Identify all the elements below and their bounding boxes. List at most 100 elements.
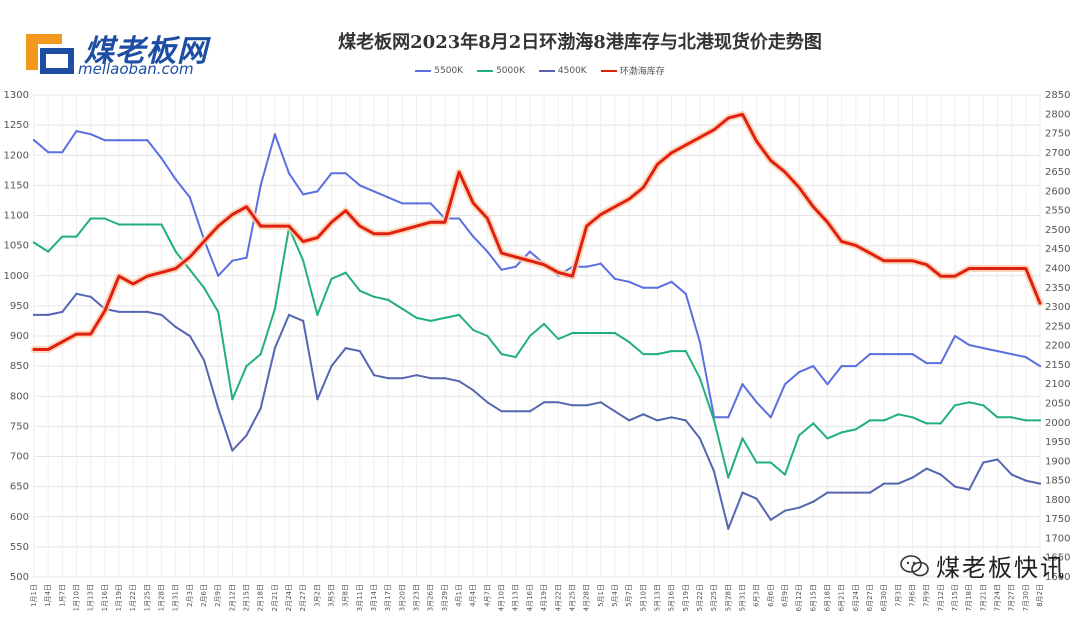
data-point-1-37: [557, 337, 560, 341]
data-point-1-64: [939, 422, 943, 425]
data-point-1-22: [344, 271, 347, 274]
data-point-2-40: [599, 401, 602, 404]
right-axis-tick-label: 2100: [1045, 379, 1070, 390]
data-point-1-65: [953, 404, 957, 407]
data-point-1-32: [486, 334, 489, 338]
data-point-3-36: [542, 263, 546, 266]
data-point-1-6: [117, 223, 121, 226]
data-point-2-13: [216, 407, 220, 410]
legend-item-4500k[interactable]: 4500K: [538, 64, 587, 77]
x-axis-tick-label: 5月1日: [597, 584, 605, 607]
data-point-3-44: [656, 163, 659, 166]
data-point-1-62: [911, 416, 914, 419]
x-axis-tick-label: 1月19日: [115, 584, 123, 611]
data-point-2-45: [670, 416, 673, 419]
left-axis-tick-label: 850: [10, 361, 29, 372]
data-point-0-25: [387, 196, 390, 199]
data-point-3-60: [882, 259, 886, 263]
right-axis-tick-label: 1900: [1045, 456, 1070, 467]
data-point-1-31: [472, 328, 475, 332]
legend-item-inventory[interactable]: 环渤海库存: [600, 64, 665, 77]
wechat-watermark: 煤老板快讯: [900, 548, 1066, 583]
data-point-2-58: [854, 491, 858, 494]
x-axis-tick-label: 2月6日: [200, 584, 208, 607]
x-axis-tick-label: 1月31日: [172, 584, 180, 611]
data-point-3-13: [216, 224, 220, 228]
data-point-2-25: [387, 376, 390, 380]
data-point-2-64: [939, 473, 943, 476]
data-point-2-14: [231, 449, 234, 452]
data-point-3-16: [259, 224, 262, 228]
x-axis-tick-label: 5月22日: [696, 584, 704, 611]
data-point-0-47: [698, 340, 702, 344]
data-point-3-68: [996, 267, 999, 270]
x-axis-tick-label: 4月16日: [526, 584, 534, 611]
right-axis-tick-label: 2450: [1045, 244, 1070, 255]
data-point-2-46: [684, 419, 687, 422]
data-point-1-63: [925, 422, 928, 425]
data-point-0-50: [741, 383, 744, 386]
data-point-1-45: [670, 349, 673, 353]
data-point-2-42: [627, 419, 631, 422]
data-point-2-16: [259, 407, 262, 410]
legend-item-5000k[interactable]: 5000K: [477, 64, 525, 77]
x-axis-tick-label: 7月30日: [1022, 584, 1030, 611]
data-point-3-53: [783, 170, 787, 174]
data-point-1-15: [245, 364, 248, 368]
x-axis-tick-label: 2月12日: [228, 584, 236, 611]
data-point-3-4: [89, 332, 92, 336]
x-axis-tick-label: 4月25日: [568, 584, 576, 611]
data-point-2-31: [472, 389, 475, 392]
data-point-3-5: [103, 309, 107, 313]
data-point-0-66: [967, 343, 971, 347]
data-point-1-33: [500, 352, 503, 356]
data-point-0-10: [174, 178, 177, 181]
data-point-1-17: [273, 307, 277, 311]
data-point-0-49: [727, 416, 730, 419]
x-axis-tick-label: 1月22日: [129, 584, 137, 611]
legend-label-5500k: 5500K: [434, 65, 464, 76]
x-axis-tick-label: 7月9日: [923, 584, 931, 607]
x-axis-tick-label: 7月24日: [993, 584, 1001, 611]
x-axis-tick-label: 4月1日: [455, 584, 463, 607]
series-line-glow-3: [30, 110, 1044, 353]
right-axis-tick-label: 2400: [1045, 264, 1070, 275]
data-point-2-20: [316, 398, 319, 401]
data-point-3-25: [387, 232, 390, 236]
data-point-3-54: [797, 186, 801, 189]
data-point-1-71: [1038, 419, 1042, 422]
data-point-0-0: [32, 138, 36, 142]
data-point-0-31: [472, 235, 475, 238]
data-point-3-3: [75, 332, 78, 336]
data-point-2-51: [755, 497, 758, 500]
data-point-3-24: [372, 232, 376, 236]
left-axis-tick-label: 1200: [4, 150, 29, 161]
data-point-1-55: [812, 422, 815, 425]
x-axis-tick-label: 5月13日: [653, 584, 661, 611]
data-point-0-57: [840, 364, 843, 368]
data-point-0-23: [358, 184, 362, 187]
data-point-2-9: [160, 313, 163, 317]
x-axis-tick-label: 4月28日: [583, 584, 591, 611]
x-axis-tick-label: 6月24日: [852, 584, 860, 611]
left-axis-tick-label: 600: [10, 512, 29, 523]
data-point-2-33: [500, 410, 503, 413]
data-point-3-49: [727, 116, 730, 120]
x-axis-tick-label: 7月3日: [894, 584, 902, 607]
data-point-0-32: [486, 250, 489, 253]
data-point-0-15: [245, 256, 248, 259]
data-point-3-32: [486, 217, 489, 220]
data-point-3-10: [174, 267, 177, 270]
x-axis-tick-label: 1月16日: [101, 584, 109, 611]
data-point-0-7: [131, 138, 135, 142]
data-point-3-34: [514, 255, 517, 259]
x-axis-tick-label: 6月6日: [767, 584, 775, 607]
data-point-3-67: [982, 267, 985, 270]
x-axis-tick-label: 3月29日: [441, 584, 449, 611]
data-point-1-24: [372, 295, 376, 299]
data-point-3-51: [755, 140, 758, 143]
legend-item-5500k[interactable]: 5500K: [415, 64, 463, 77]
right-axis-tick-label: 2300: [1045, 302, 1070, 313]
